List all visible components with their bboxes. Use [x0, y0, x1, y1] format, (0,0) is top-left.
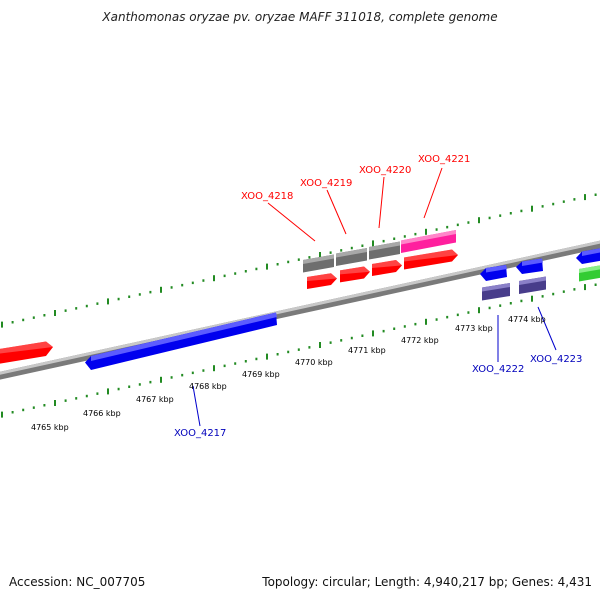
gene-label-leaders	[192, 167, 557, 427]
length-label: Length:	[374, 575, 421, 589]
upper-tick-row	[1, 193, 597, 328]
scale-label: 4767 kbp	[136, 395, 174, 404]
feature-gray-2[interactable]	[336, 248, 367, 266]
scale-label: 4771 kbp	[348, 346, 386, 355]
accession-label: Accession:	[9, 575, 73, 589]
scale-label: 4768 kbp	[189, 382, 227, 391]
scale-labels: 4765 kbp 4766 kbp 4767 kbp 4768 kbp 4769…	[31, 315, 546, 432]
accession-value: NC_007705	[76, 575, 146, 589]
gene-label-xoo-4217[interactable]: XOO_4217	[174, 428, 226, 439]
scale-label: 4766 kbp	[83, 409, 121, 418]
gene-feature-xoo-4217[interactable]	[85, 312, 277, 371]
leader-xoo-4218	[267, 202, 316, 242]
scale-label: 4773 kbp	[455, 324, 493, 333]
scale-label: 4774 kbp	[508, 315, 546, 324]
leader-xoo-4221	[423, 167, 443, 219]
topology-value: circular	[322, 575, 367, 589]
gene-feature-xoo-4219[interactable]	[340, 266, 370, 283]
scale-label: 4770 kbp	[295, 358, 333, 367]
gene-label-xoo-4218[interactable]: XOO_4218	[241, 191, 293, 202]
feature-gray-3[interactable]	[369, 241, 400, 260]
genome-title: Xanthomonas oryzae pv. oryzae MAFF 31101…	[102, 10, 498, 24]
scale-label: 4765 kbp	[31, 423, 69, 432]
feature-magenta[interactable]	[401, 230, 456, 253]
gene-feature-xoo-4223[interactable]	[516, 258, 543, 275]
gene-feature-xoo-4220[interactable]	[372, 260, 402, 276]
gene-feature-xoo-4221[interactable]	[404, 249, 458, 270]
leader-xoo-4223	[537, 306, 557, 351]
gene-feature-xoo-4218[interactable]	[307, 273, 337, 289]
gene-label-xoo-4220[interactable]: XOO_4220	[359, 165, 411, 176]
gene-feature-blue-right[interactable]	[576, 248, 600, 265]
lower-tick-row	[1, 283, 597, 418]
gene-feature-red-left[interactable]	[0, 341, 53, 368]
gene-label-xoo-4223[interactable]: XOO_4223	[530, 354, 582, 365]
genes-value: 4,431	[557, 575, 592, 589]
genome-summary: Topology: circular; Length: 4,940,217 bp…	[262, 575, 592, 589]
gene-label-xoo-4222[interactable]: XOO_4222	[472, 364, 524, 375]
gene-feature-xoo-4222[interactable]	[480, 265, 507, 281]
leader-xoo-4219	[326, 189, 347, 235]
feature-purple-2[interactable]	[519, 276, 546, 295]
accession-info: Accession: NC_007705	[9, 575, 145, 589]
scale-label: 4769 kbp	[242, 370, 280, 379]
scale-label: 4772 kbp	[401, 336, 439, 345]
gene-label-xoo-4219[interactable]: XOO_4219	[300, 178, 352, 189]
topology-label: Topology:	[262, 575, 319, 589]
reverse-strand-features	[85, 248, 600, 371]
leader-xoo-4220	[378, 176, 385, 229]
gene-labels: XOO_4218 XOO_4219 XOO_4220 XOO_4221 XOO_…	[174, 154, 582, 439]
feature-green[interactable]	[579, 265, 600, 282]
gene-label-xoo-4221[interactable]: XOO_4221	[418, 154, 470, 165]
genes-label: Genes:	[511, 575, 554, 589]
forward-strand-features	[0, 230, 458, 368]
length-value: 4,940,217 bp	[423, 575, 504, 589]
feature-gray-1[interactable]	[303, 254, 334, 273]
feature-purple-1[interactable]	[482, 283, 510, 301]
leader-xoo-4217	[192, 385, 201, 427]
